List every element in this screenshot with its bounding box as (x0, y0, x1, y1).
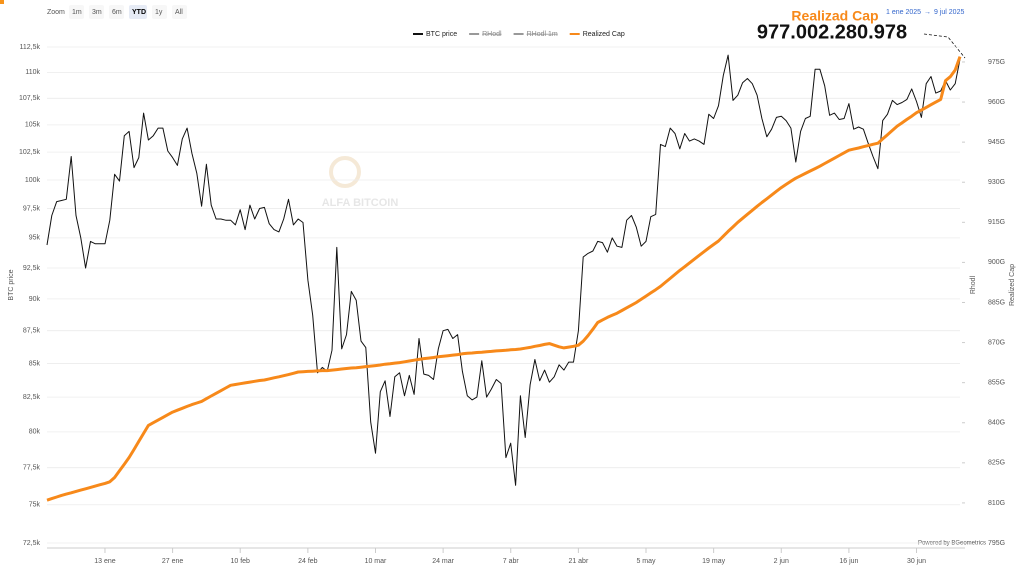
y2-tick-label: 795G (988, 540, 1005, 547)
zoom-button[interactable]: 1y (152, 5, 167, 19)
y3-axis-label: Rhodl (970, 275, 977, 294)
corner-mark (0, 0, 4, 4)
y2-axis-label: Realized Cap (1009, 264, 1016, 306)
legend-label[interactable]: RHodl 1m (527, 31, 558, 38)
y2-tick-label: 885G (988, 299, 1005, 306)
button-label[interactable]: YTD (132, 9, 146, 16)
y-tick-label: 110k (25, 69, 40, 76)
y-tick-label: 105k (25, 122, 41, 129)
y-tick-label: 100k (25, 177, 41, 184)
y-tick-label: 77,5k (23, 465, 41, 472)
button-label[interactable]: 3m (92, 9, 102, 16)
zoom-buttons: 1m 3m 6m YTD 1y All (69, 5, 187, 19)
zoom-button[interactable]: 3m (89, 5, 104, 19)
button-bg (172, 5, 187, 19)
watermark-logo: ALFA BITCOIN (322, 156, 399, 209)
credit: Powered by BGeometrics (918, 541, 986, 547)
legend-label[interactable]: BTC price (426, 31, 457, 38)
x-tick-label: 5 may (636, 558, 656, 565)
y2-tick-label: 975G (988, 59, 1005, 66)
y2-tick-label: 870G (988, 339, 1005, 346)
y-axis-label: BTC price (8, 269, 15, 300)
zoom-button[interactable]: 1m (69, 5, 84, 19)
y-tick-label: 95k (29, 235, 41, 242)
date-from: 1 ene 2025 (886, 9, 921, 16)
y2-tick-label: 825G (988, 460, 1005, 467)
legend-item[interactable]: RHodl 1m (513, 31, 558, 38)
y-tick-label: 87,5k (23, 328, 41, 335)
y-tick-label: 97,5k (23, 205, 41, 212)
y2-tick-label: 810G (988, 500, 1005, 507)
y2-tick-label: 900G (988, 259, 1005, 266)
x-tick-label: 24 mar (432, 558, 454, 565)
series-line (46, 56, 962, 502)
y2-tick-label: 930G (988, 179, 1005, 186)
y2-tick-label: 960G (988, 99, 1005, 106)
zoom-button[interactable]: All (172, 5, 187, 19)
watermark: ALFA BITCOIN (322, 197, 399, 209)
x-tick-label: 19 may (702, 558, 725, 565)
y-tick-label: 85k (29, 360, 41, 367)
legend-item[interactable]: RHodl (469, 31, 502, 38)
button-bg (69, 5, 84, 19)
y2-tick-label: 945G (988, 139, 1005, 146)
date-to: 9 jul 2025 (934, 9, 964, 16)
button-label[interactable]: 6m (112, 9, 122, 16)
header-value: 977.002.280.978 (757, 21, 907, 43)
legend-item[interactable]: Realized Cap (569, 31, 625, 38)
x-tick-label: 16 jun (839, 558, 858, 565)
x-tick-label: 24 feb (298, 558, 318, 565)
y2-tick-label: 915G (988, 219, 1005, 226)
y-tick-label: 107,5k (19, 95, 41, 102)
x-tick-label: 10 mar (365, 558, 387, 565)
legend-label[interactable]: RHodl (482, 31, 502, 38)
x-tick-label: 7 abr (503, 558, 520, 565)
button-label[interactable]: 1y (155, 9, 163, 16)
x-tick-label: 10 feb (230, 558, 250, 565)
leader-line (923, 33, 966, 59)
y-tick-label: 82,5k (23, 394, 41, 401)
zoom-button[interactable]: 6m (109, 5, 124, 19)
button-label[interactable]: All (175, 9, 183, 16)
plot-area: 72,5k 75k 77,5k 80k 82,5k 85k 87,5k 90k 92,5k 95k… (8, 31, 1016, 565)
y-tick-label: 80k (29, 429, 41, 436)
series-line (46, 54, 961, 486)
y-tick-label: 112,5k (20, 44, 41, 51)
y-tick-label: 90k (29, 296, 41, 303)
header-title: Realizad Cap (791, 8, 878, 24)
y2-tick-label: 855G (988, 379, 1005, 386)
button-label[interactable]: 1m (72, 9, 82, 16)
y-tick-label: 72,5k (23, 540, 41, 547)
button-bg (152, 5, 167, 19)
button-bg (129, 5, 147, 19)
button-bg (109, 5, 124, 19)
legend-label[interactable]: Realized Cap (583, 31, 625, 38)
y-tick-label: 102,5k (19, 149, 41, 156)
x-tick-label: 21 abr (568, 558, 589, 565)
zoom-button[interactable]: YTD (129, 5, 147, 19)
x-tick-label: 2 jun (774, 558, 789, 565)
x-tick-label: 27 ene (162, 558, 184, 565)
x-tick-label: 13 ene (94, 558, 116, 565)
button-bg (89, 5, 104, 19)
y-tick-label: 75k (29, 502, 41, 509)
y-tick-label: 92,5k (23, 265, 41, 272)
legend-item[interactable]: BTC price (413, 31, 457, 38)
x-tick-label: 30 jun (907, 558, 926, 565)
zoom-label: Zoom (47, 9, 65, 16)
date-arrow: → (924, 9, 931, 16)
y2-tick-label: 840G (988, 420, 1005, 427)
